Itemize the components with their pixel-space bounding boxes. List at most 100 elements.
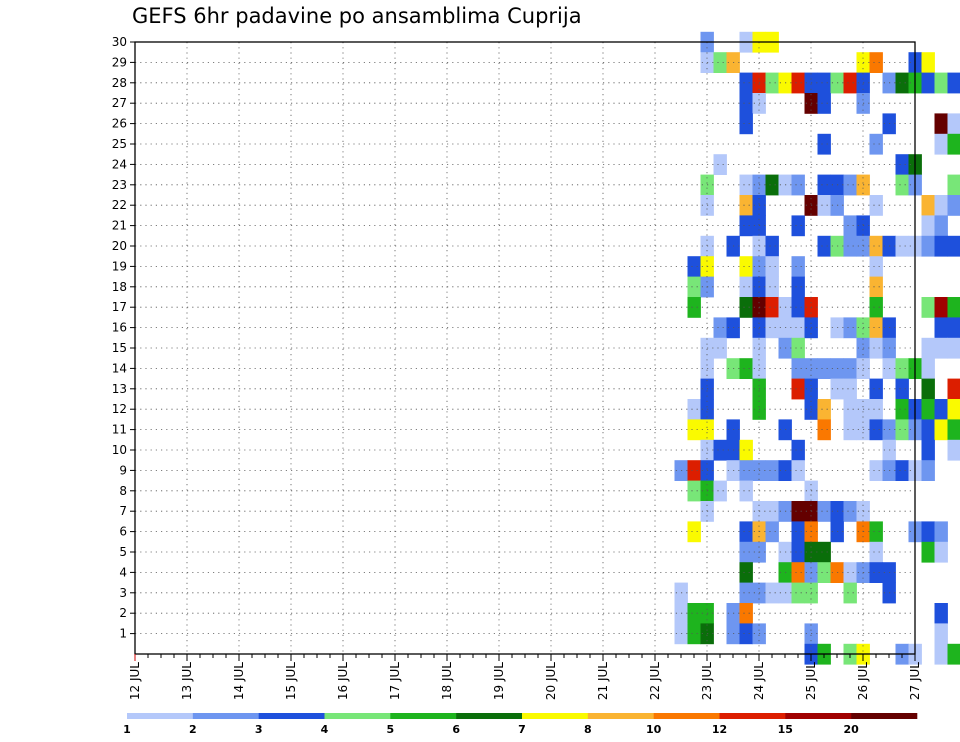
heatmap-cell — [921, 235, 935, 257]
y-tick-label: 4 — [119, 565, 127, 579]
x-tick-label: 27 JUL — [908, 662, 922, 700]
x-tick-label: 26 JUL — [856, 662, 870, 700]
y-tick-label: 3 — [119, 586, 127, 600]
heatmap-cell — [791, 337, 805, 359]
heatmap-cell — [869, 378, 883, 400]
heatmap-cell — [791, 256, 805, 277]
y-tick-label: 10 — [112, 443, 127, 457]
heatmap-cell — [921, 439, 935, 461]
heatmap-cell — [921, 378, 935, 400]
heatmap-cell — [687, 480, 701, 502]
heatmap-cell — [947, 235, 960, 257]
heatmap-cell — [791, 174, 805, 196]
heatmap-cell — [843, 235, 857, 257]
heatmap-cell — [934, 337, 948, 359]
y-tick-label: 29 — [112, 55, 127, 69]
heatmap-cell — [791, 276, 805, 298]
heatmap-cell — [895, 419, 909, 441]
heatmap-cell — [791, 521, 805, 543]
heatmap-cell — [791, 460, 805, 481]
heatmap-cell — [739, 623, 753, 645]
heatmap-cell — [817, 72, 831, 94]
heatmap-cell — [687, 460, 701, 481]
colorbar-swatch — [192, 713, 259, 719]
y-tick-label: 9 — [119, 463, 127, 477]
heatmap-cell — [947, 174, 960, 196]
heatmap-cell — [921, 52, 935, 73]
heatmap-cell — [817, 93, 831, 114]
colorbar-swatch — [719, 713, 786, 719]
heatmap-cell — [843, 72, 857, 94]
colorbar: 1 2 3 4 5 6 7 8 10 12 15 20 — [123, 713, 918, 736]
heatmap-cell — [765, 235, 779, 257]
heatmap-cell — [934, 195, 948, 216]
heatmap-cell — [934, 419, 948, 441]
heatmap-cell — [921, 337, 935, 359]
colorbar-label: 1 — [123, 723, 131, 736]
heatmap-cell — [791, 72, 805, 94]
heatmap-cell — [687, 256, 701, 277]
heatmap-cell — [934, 235, 948, 257]
heatmap-cell — [934, 297, 948, 318]
heatmap-cell — [713, 154, 727, 175]
heatmap-cell — [765, 72, 779, 94]
heatmap-cell — [934, 643, 948, 665]
y-tick-label: 25 — [112, 137, 127, 151]
y-tick-label: 16 — [112, 321, 127, 335]
heatmap-cell — [921, 541, 935, 563]
heatmap-cell — [687, 399, 701, 420]
colorbar-swatch — [653, 713, 720, 719]
colorbar-label: 12 — [712, 723, 727, 736]
heatmap-cell — [934, 133, 948, 155]
heatmap-cell — [765, 276, 779, 298]
heatmap-cell — [739, 276, 753, 298]
heatmap-cell — [739, 603, 753, 624]
heatmap-cell — [739, 113, 753, 135]
heatmap-cell — [947, 133, 960, 155]
heatmap-cell — [687, 297, 701, 318]
x-tick-label: 16 JUL — [336, 662, 350, 700]
heatmap-cell — [739, 72, 753, 94]
heatmap-cell — [934, 541, 948, 563]
heatmap-cell — [739, 195, 753, 216]
colorbar-label: 6 — [452, 723, 460, 736]
colorbar-label: 8 — [584, 723, 592, 736]
heatmap-cell — [817, 235, 831, 257]
heatmap-cell — [791, 541, 805, 563]
heatmap-cell — [869, 521, 883, 543]
heatmap-cell — [739, 562, 753, 583]
heatmap-cell — [921, 460, 935, 481]
heatmap-cell — [713, 439, 727, 461]
heatmap-cell — [739, 215, 753, 237]
heatmap-cell — [895, 154, 909, 175]
x-axis: 12 JUL 13 JUL 14 JUL 15 JUL 16 JUL 17 JUL 18 J… — [128, 654, 922, 700]
heatmap-cell — [895, 399, 909, 420]
heatmap-cell — [947, 195, 960, 216]
y-tick-label: 14 — [112, 361, 127, 375]
heatmap-cell — [817, 174, 831, 196]
heatmap-cell — [921, 297, 935, 318]
heatmap-cell — [817, 358, 831, 379]
heatmap-cell — [791, 501, 805, 522]
y-tick-label: 17 — [112, 300, 127, 314]
heatmap-cell — [895, 72, 909, 94]
heatmap-cell — [765, 174, 779, 196]
heatmap-cell — [791, 378, 805, 400]
heatmap-cell — [687, 419, 701, 441]
y-tick-label: 23 — [112, 178, 127, 192]
colorbar-swatch — [587, 713, 654, 719]
heatmap-cell — [895, 174, 909, 196]
heatmap-cell — [739, 174, 753, 196]
heatmap-cell — [895, 358, 909, 379]
heatmap-cell — [765, 460, 779, 481]
x-tick-label: 22 JUL — [648, 662, 662, 700]
heatmap-cell — [739, 256, 753, 277]
x-tick-label: 12 JUL — [128, 662, 142, 700]
heatmap-cell — [817, 195, 831, 216]
y-tick-label: 13 — [112, 382, 127, 396]
y-tick-label: 18 — [112, 280, 127, 294]
heatmap-cell — [895, 460, 909, 481]
heatmap-cell — [843, 582, 857, 604]
heatmap-cell — [895, 235, 909, 257]
heatmap-cell — [791, 358, 805, 379]
